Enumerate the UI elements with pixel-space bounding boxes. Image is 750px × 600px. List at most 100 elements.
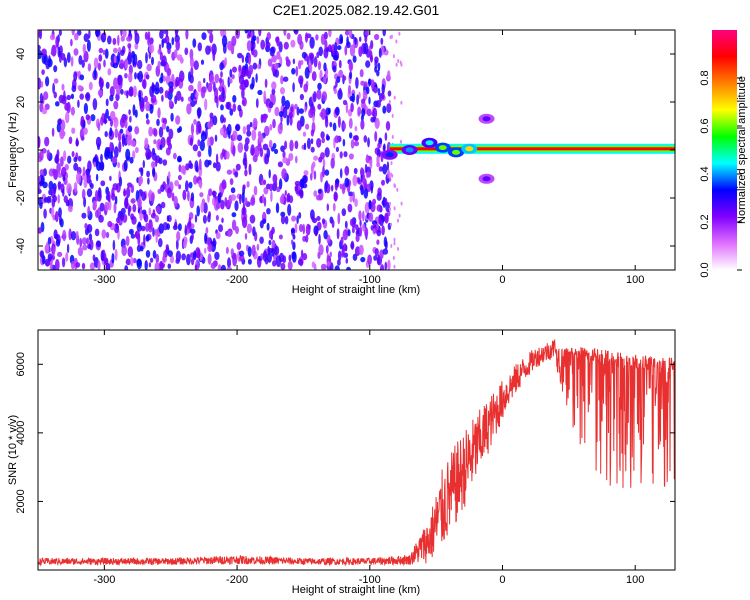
spectrogram-noise-cell bbox=[87, 63, 92, 72]
spectrogram-noise-cell bbox=[282, 150, 286, 159]
spectrogram-noise-cell bbox=[358, 210, 362, 221]
spectrogram-noise-cell bbox=[381, 92, 385, 100]
spectrogram-noise-cell bbox=[342, 138, 346, 147]
spectrogram-noise-cell bbox=[226, 266, 233, 270]
spectrogram-noise-cell bbox=[361, 108, 366, 117]
spectrogram-noise-cell bbox=[381, 225, 385, 236]
spectrogram-noise-cell bbox=[161, 55, 167, 67]
spectrogram-noise-cell bbox=[349, 44, 356, 57]
spectrogram-noise-cell bbox=[113, 77, 118, 90]
spectrogram-noise-cell bbox=[188, 85, 192, 92]
spectrogram-noise-cell bbox=[349, 195, 353, 203]
spectrogram-noise-cell bbox=[393, 264, 396, 269]
spectrogram-noise-cell bbox=[98, 54, 103, 62]
spectrogram-noise-cell bbox=[41, 48, 47, 57]
spectrogram-noise-cell bbox=[291, 239, 294, 245]
spectrogram-noise-cell bbox=[79, 237, 83, 248]
spectrogram-noise-cell bbox=[58, 207, 62, 218]
spectrogram-noise-cell bbox=[325, 68, 328, 79]
spectrogram-noise-cell bbox=[370, 185, 373, 194]
spectrogram-noise-cell bbox=[244, 142, 249, 152]
spectrogram-noise-cell bbox=[393, 237, 396, 242]
spectrogram-noise-cell bbox=[48, 180, 54, 191]
spectrogram-noise-cell bbox=[215, 214, 219, 221]
spectrogram-noise-cell bbox=[52, 245, 55, 257]
spectrogram-noise-cell bbox=[246, 223, 252, 234]
spectrogram-noise-cell bbox=[271, 81, 277, 90]
spectrogram-noise-cell bbox=[339, 168, 343, 179]
spectrogram-noise-cell bbox=[352, 253, 358, 261]
spectrogram-noise-cell bbox=[269, 124, 273, 131]
spectrogram-noise-cell bbox=[299, 93, 304, 101]
signal-feature-core bbox=[482, 176, 491, 182]
spectrogram-noise-cell bbox=[188, 160, 192, 169]
spectrogram-noise-cell bbox=[40, 250, 45, 259]
spectrogram-noise-cell bbox=[296, 215, 299, 225]
spectrogram-noise-cell bbox=[377, 62, 381, 72]
spectrogram-noise-cell bbox=[351, 227, 355, 234]
spectrogram-noise-cell bbox=[164, 90, 169, 99]
spectrogram-noise-cell bbox=[221, 179, 227, 190]
spectrogram-noise-cell bbox=[269, 183, 273, 192]
spectrogram-noise-cell bbox=[130, 256, 134, 267]
spectrogram-noise-cell bbox=[145, 74, 150, 80]
spectrogram-noise-cell bbox=[83, 179, 88, 188]
spectrogram-noise-cell bbox=[278, 178, 283, 190]
spectrogram-noise-cell bbox=[68, 228, 72, 241]
colorbar-tick-label: 0.4 bbox=[699, 166, 711, 181]
spectrogram-noise-cell bbox=[201, 32, 207, 40]
spectrogram-noise-cell bbox=[333, 88, 338, 95]
spectrogram-noise-cell bbox=[359, 219, 362, 227]
spectrogram-noise-cell bbox=[306, 137, 311, 150]
spectrogram-noise-cell bbox=[268, 169, 271, 179]
spectrogram-noise-cell bbox=[378, 217, 382, 225]
spectrogram-noise-cell bbox=[53, 91, 57, 99]
spectrogram-noise-cell bbox=[60, 53, 66, 61]
spectrogram-noise-cell bbox=[230, 187, 236, 194]
spectrogram-noise-cell bbox=[41, 69, 45, 75]
signal-feature-core bbox=[438, 145, 447, 151]
spectrogram-noise-cell bbox=[220, 199, 225, 210]
spectrogram-noise-cell bbox=[169, 255, 175, 264]
spectrogram-noise-cell bbox=[333, 191, 338, 202]
spectrogram-noise-cell bbox=[298, 224, 304, 232]
spectrogram-noise-cell bbox=[43, 53, 48, 66]
spectrogram-noise-cell bbox=[56, 162, 61, 174]
spectrogram-noise-cell bbox=[346, 36, 349, 46]
spectrogram-noise-cell bbox=[166, 187, 172, 199]
spectrogram-noise-cell bbox=[363, 42, 369, 55]
spectrogram-noise-cell bbox=[269, 46, 275, 57]
spectrogram-noise-cell bbox=[378, 166, 383, 172]
spectrogram-noise-cell bbox=[116, 217, 120, 224]
spectrogram-noise-cell bbox=[52, 82, 55, 94]
spectrogram-noise-cell bbox=[73, 156, 78, 163]
spectrogram-noise-cell bbox=[135, 146, 139, 154]
spectrogram-noise-cell bbox=[101, 229, 107, 239]
spectrogram-noise-cell bbox=[336, 76, 341, 83]
spectrogram-noise-cell bbox=[234, 171, 239, 178]
spectrogram-noise-cell bbox=[166, 125, 170, 133]
spectrogram-noise-cell bbox=[126, 186, 131, 198]
spectrogram-noise-cell bbox=[173, 49, 178, 59]
spectrogram-noise-cell bbox=[263, 196, 267, 207]
spectrogram-noise-cell bbox=[399, 60, 402, 65]
spectrogram-noise-cell bbox=[171, 37, 175, 46]
spectrogram-noise-cell bbox=[158, 86, 164, 94]
spectrogram-noise-cell bbox=[161, 122, 167, 130]
spectrogram-noise-cell bbox=[147, 221, 153, 233]
spectrogram-noise-cell bbox=[165, 244, 169, 250]
spectrogram-noise-cell bbox=[105, 98, 109, 107]
spectrogram-noise-cell bbox=[280, 215, 286, 225]
spectrogram-noise-cell bbox=[400, 100, 403, 105]
spectrogram-noise-cell bbox=[97, 187, 102, 198]
spectrogram-noise-cell bbox=[202, 214, 207, 224]
spectrogram-noise-cell bbox=[153, 128, 158, 137]
spectrogram-noise-cell bbox=[341, 249, 345, 258]
spectrogram-noise-cell bbox=[320, 152, 325, 160]
spectrogram-noise-cell bbox=[193, 60, 199, 71]
spectrogram-noise-cell bbox=[298, 60, 302, 70]
spectrogram-noise-cell bbox=[90, 114, 96, 122]
spectrogram-noise-cell bbox=[220, 264, 227, 270]
spectrogram-noise-cell bbox=[75, 230, 79, 239]
